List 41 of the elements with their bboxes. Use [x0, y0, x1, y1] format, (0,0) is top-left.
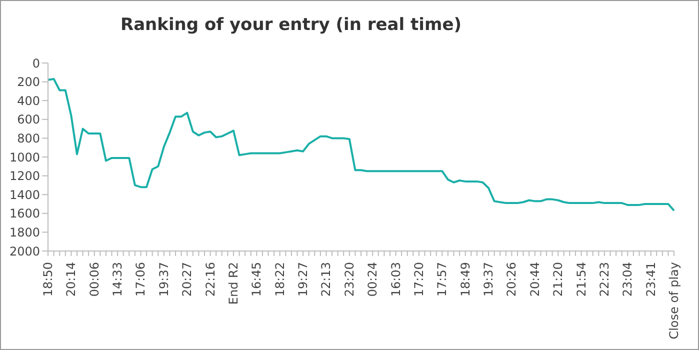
- x-tick-label: 16:45: [250, 262, 264, 297]
- y-tick-label: 0: [32, 56, 40, 70]
- x-tick-label: 21:54: [574, 262, 588, 297]
- x-tick-label: 20:26: [504, 262, 519, 297]
- x-tick-label: 18:49: [458, 262, 472, 297]
- x-tick-label: 17:20: [412, 262, 426, 297]
- x-tick-label: 19:37: [156, 262, 171, 297]
- y-tick-label: 1600: [9, 206, 40, 221]
- chart-title: Ranking of your entry (in real time): [119, 15, 462, 35]
- y-tick-label: 400: [17, 94, 40, 108]
- y-tick-label: 600: [17, 112, 40, 127]
- x-tick-label: Close of play: [667, 262, 681, 340]
- x-tick-label: 19:27: [296, 262, 310, 297]
- x-tick-label: 18:50: [41, 262, 55, 297]
- line-series: [47, 78, 675, 212]
- x-tick-label: 22:23: [597, 262, 612, 297]
- y-tick-label: 800: [17, 131, 40, 146]
- x-tick-label: 17:06: [134, 262, 148, 297]
- x-tick-label: 20:14: [64, 262, 78, 297]
- x-tick-label: 19:37: [482, 262, 496, 297]
- y-tick-label: 1000: [9, 150, 40, 164]
- x-tick-label: 23:41: [644, 262, 658, 297]
- x-tick-label: 22:13: [319, 262, 334, 297]
- x-tick-label: 18:22: [272, 262, 287, 297]
- x-tick-label: 20:27: [180, 262, 194, 297]
- x-tick-label: End R2: [226, 262, 240, 305]
- x-tick-label: 17:57: [435, 262, 450, 297]
- x-tick-label: 00:06: [87, 262, 102, 297]
- x-tick-label: 23:20: [342, 262, 356, 297]
- x-tick-label: 00:24: [366, 262, 380, 297]
- y-tick-label: 1400: [9, 188, 40, 202]
- x-tick-label: 20:44: [528, 262, 542, 297]
- x-tick-label: 22:16: [203, 262, 218, 297]
- x-tick-label: 23:04: [620, 262, 635, 297]
- x-tick-label: 21:20: [551, 262, 566, 297]
- y-tick-label: 2000: [9, 244, 40, 258]
- x-tick-label: 16:03: [388, 262, 403, 297]
- y-tick-label: 1200: [9, 169, 40, 184]
- y-tick-label: 200: [17, 75, 40, 90]
- y-tick-label: 1800: [9, 225, 40, 240]
- x-tick-label: 14:33: [110, 262, 125, 297]
